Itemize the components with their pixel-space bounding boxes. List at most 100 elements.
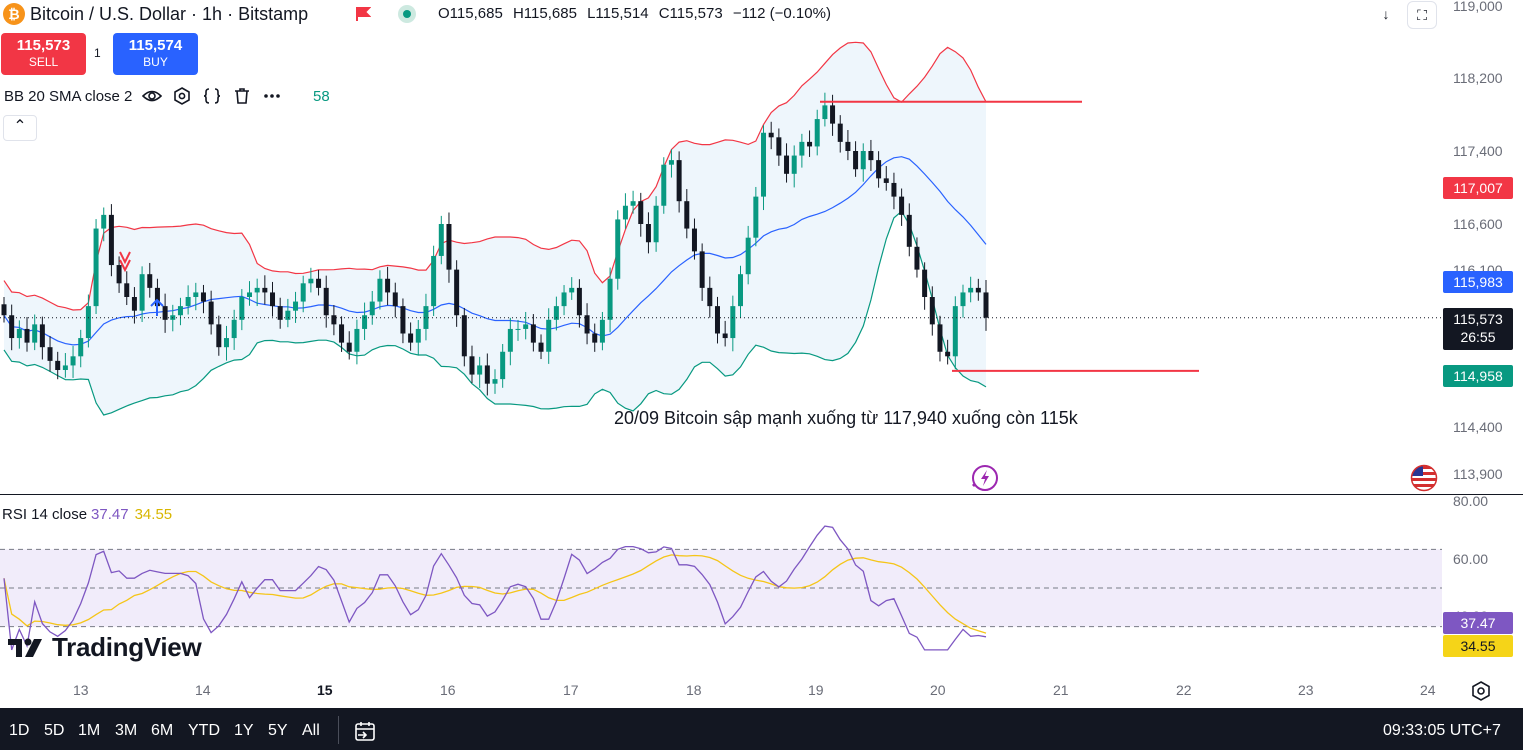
candle-body[interactable] xyxy=(400,306,406,334)
buy-button[interactable]: 115,574 BUY xyxy=(113,33,198,75)
candle-body[interactable] xyxy=(70,356,76,366)
candle-body[interactable] xyxy=(285,310,291,320)
candle-body[interactable] xyxy=(899,196,905,215)
candle-body[interactable] xyxy=(968,287,974,293)
candle-body[interactable] xyxy=(891,182,897,197)
candle-body[interactable] xyxy=(661,164,667,206)
flash-news-icon[interactable] xyxy=(968,464,1000,494)
candle-body[interactable] xyxy=(131,297,137,311)
candle-body[interactable] xyxy=(868,151,874,161)
candle-body[interactable] xyxy=(423,306,429,329)
candle-body[interactable] xyxy=(346,342,352,352)
us-economic-event-icon[interactable] xyxy=(1410,464,1438,492)
candle-body[interactable] xyxy=(101,214,107,229)
candle-body[interactable] xyxy=(814,119,820,147)
chart-annotation[interactable]: 20/09 Bitcoin sập mạnh xuống từ 117,940 … xyxy=(614,408,1078,428)
bb-upper-line[interactable] xyxy=(3,41,987,311)
candle-body[interactable] xyxy=(216,324,222,348)
candle-body[interactable] xyxy=(147,274,153,288)
eye-icon[interactable] xyxy=(142,86,163,106)
calendar-range-icon[interactable] xyxy=(352,719,378,745)
range-ytd[interactable]: YTD xyxy=(188,722,220,739)
candle-body[interactable] xyxy=(469,356,475,375)
rsi-pane[interactable] xyxy=(0,495,1442,680)
candle-body[interactable] xyxy=(293,301,299,311)
candle-body[interactable] xyxy=(883,178,889,183)
candle-body[interactable] xyxy=(584,315,590,334)
candle-body[interactable] xyxy=(553,306,559,320)
candle-body[interactable] xyxy=(914,246,920,270)
source-code-icon[interactable] xyxy=(202,86,222,106)
candle-body[interactable] xyxy=(784,155,790,174)
candle-body[interactable] xyxy=(300,283,306,302)
candle-body[interactable] xyxy=(85,306,91,339)
trash-icon[interactable] xyxy=(232,86,252,106)
candle-body[interactable] xyxy=(185,297,191,307)
candle-body[interactable] xyxy=(952,306,958,357)
range-5d[interactable]: 5D xyxy=(44,722,65,739)
candle-body[interactable] xyxy=(607,278,613,320)
bb-lower-line[interactable] xyxy=(3,210,987,416)
candle-body[interactable] xyxy=(124,283,130,297)
candle-body[interactable] xyxy=(16,328,22,339)
candle-body[interactable] xyxy=(722,333,728,339)
candle-body[interactable] xyxy=(653,205,659,243)
rsi-ma-line[interactable] xyxy=(3,554,987,634)
candle-body[interactable] xyxy=(761,132,767,197)
candle-body[interactable] xyxy=(645,224,651,243)
tradingview-logo[interactable]: TradingView xyxy=(8,632,202,663)
candle-body[interactable] xyxy=(247,292,252,297)
candle-body[interactable] xyxy=(822,105,828,120)
candle-body[interactable] xyxy=(707,287,713,307)
candle-body[interactable] xyxy=(39,324,45,348)
price-chart[interactable] xyxy=(0,0,1442,494)
range-1d[interactable]: 1D xyxy=(9,722,30,739)
candle-body[interactable] xyxy=(78,338,84,357)
candle-body[interactable] xyxy=(791,155,797,174)
candle-body[interactable] xyxy=(369,301,375,316)
candle-body[interactable] xyxy=(193,292,199,297)
candle-body[interactable] xyxy=(975,287,981,293)
candle-body[interactable] xyxy=(507,328,513,352)
candle-body[interactable] xyxy=(438,224,444,256)
candle-body[interactable] xyxy=(32,324,38,343)
candle-body[interactable] xyxy=(630,201,636,206)
candle-body[interactable] xyxy=(561,292,567,307)
candle-body[interactable] xyxy=(523,324,529,329)
candle-body[interactable] xyxy=(339,324,345,343)
candle-body[interactable] xyxy=(415,328,421,343)
candle-body[interactable] xyxy=(937,324,943,352)
range-1y[interactable]: 1Y xyxy=(234,722,254,739)
candle-body[interactable] xyxy=(714,306,720,334)
candle-body[interactable] xyxy=(876,160,882,179)
candle-body[interactable] xyxy=(223,338,229,348)
range-6m[interactable]: 6M xyxy=(151,722,174,739)
candle-body[interactable] xyxy=(55,360,61,370)
candle-body[interactable] xyxy=(93,228,99,307)
candle-body[interactable] xyxy=(9,315,15,339)
candle-body[interactable] xyxy=(477,365,483,375)
candle-body[interactable] xyxy=(308,278,314,284)
candle-body[interactable] xyxy=(738,274,743,307)
candle-body[interactable] xyxy=(638,201,644,224)
candle-body[interactable] xyxy=(546,319,552,352)
candle-body[interactable] xyxy=(768,132,774,138)
candle-body[interactable] xyxy=(676,160,682,202)
candle-body[interactable] xyxy=(730,306,736,339)
candle-body[interactable] xyxy=(392,292,398,307)
candle-body[interactable] xyxy=(323,287,329,316)
candle-body[interactable] xyxy=(530,324,536,343)
candle-body[interactable] xyxy=(277,306,283,320)
candle-body[interactable] xyxy=(753,196,759,238)
candle-body[interactable] xyxy=(377,278,383,302)
candle-body[interactable] xyxy=(622,205,628,220)
candle-body[interactable] xyxy=(24,328,30,343)
candle-body[interactable] xyxy=(853,151,859,170)
axis-settings-icon[interactable] xyxy=(1470,680,1492,702)
symbol-title[interactable]: Bitcoin / U.S. Dollar · 1h · Bitstamp xyxy=(30,4,309,24)
candle-body[interactable] xyxy=(538,342,544,352)
candle-body[interactable] xyxy=(799,141,805,156)
candle-body[interactable] xyxy=(860,151,866,170)
buy-signal-icon[interactable] xyxy=(150,298,164,316)
candle-body[interactable] xyxy=(592,333,598,343)
